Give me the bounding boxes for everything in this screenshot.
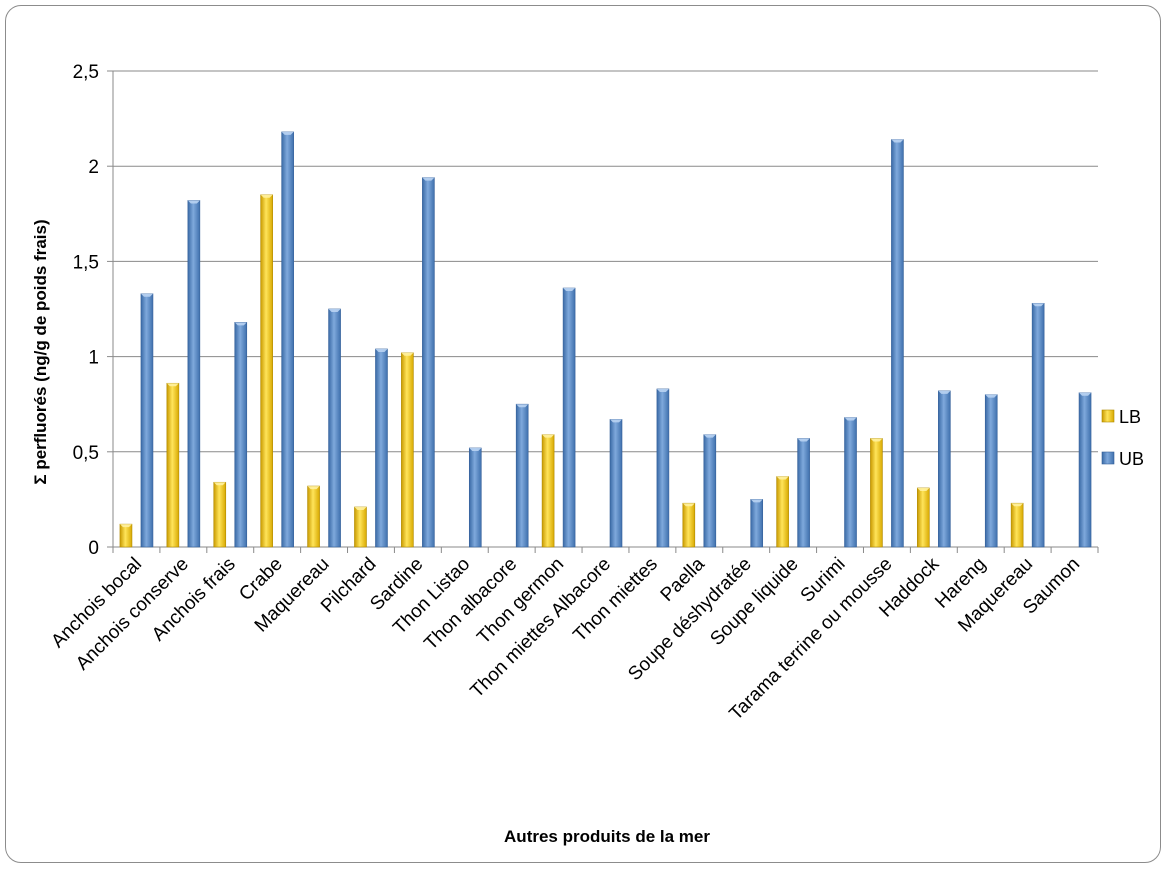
y-tick-label: 2: [88, 157, 99, 178]
bar-ub: [750, 499, 764, 548]
legend-label-lb: LB: [1119, 407, 1141, 427]
legend-swatch-lb: [1101, 409, 1115, 423]
bar-lb: [776, 476, 789, 548]
bar-cap-lb: [401, 352, 414, 356]
bar-ub: [515, 403, 529, 548]
bar-ub: [703, 434, 717, 548]
bars: [119, 131, 1092, 548]
bar-lb: [682, 502, 696, 548]
y-tick-label: 2,5: [73, 62, 99, 83]
bar-cap-ub: [328, 309, 341, 312]
bar-cap-ub: [656, 388, 669, 392]
bar-lb: [166, 382, 180, 548]
bar-cap-ub: [750, 499, 763, 503]
y-tick-label: 1,5: [73, 252, 99, 273]
bar-lb: [260, 194, 273, 548]
bar-ub: [422, 177, 435, 548]
bar-ub: [656, 388, 670, 548]
bar-cap-ub: [1032, 303, 1045, 307]
bar-ub: [281, 131, 294, 548]
bar-lb: [307, 485, 320, 548]
bar-cap-ub: [469, 447, 482, 451]
bar-cap-ub: [422, 177, 435, 181]
bar-ub: [844, 417, 857, 548]
bar-ub: [234, 322, 248, 548]
bar-cap-ub: [985, 394, 998, 398]
bar-cap-ub: [891, 139, 904, 143]
bar-ub: [609, 419, 623, 548]
gridlines: [113, 70, 1098, 453]
bar-cap-ub: [1079, 392, 1092, 396]
bar-cap-ub: [234, 322, 247, 326]
bar-cap-lb: [354, 507, 367, 511]
bar-ub: [187, 200, 201, 548]
bar-cap-ub: [610, 419, 622, 423]
bar-ub: [1031, 302, 1045, 548]
y-tick-label: 0,5: [73, 443, 99, 464]
bar-cap-lb: [870, 438, 883, 442]
bar-cap-lb: [166, 383, 179, 387]
bar-ub: [140, 293, 154, 548]
x-axis-title: Autres produits de la mer: [504, 827, 710, 846]
bar-ub: [1078, 392, 1092, 548]
bar-cap-lb: [260, 194, 273, 198]
bar-cap-ub: [938, 390, 951, 394]
bar-lb: [917, 487, 930, 548]
bar-ub: [891, 139, 904, 548]
y-tick-label: 1: [88, 348, 99, 369]
bar-ub: [468, 447, 482, 548]
axes: [107, 70, 1099, 553]
bar-cap-lb: [542, 434, 555, 438]
legend-swatch-ub: [1101, 451, 1115, 465]
bar-cap-ub: [563, 288, 576, 292]
bar-lb: [870, 438, 883, 548]
bar-cap-ub: [516, 404, 529, 408]
y-tick-label: 0: [88, 538, 99, 559]
bar-cap-lb: [917, 487, 930, 491]
bar-cap-lb: [119, 524, 132, 528]
legend: LB UB: [1101, 407, 1144, 469]
bar-cap-ub: [375, 348, 388, 352]
bar-lb: [354, 506, 367, 548]
bar-ub: [375, 348, 388, 548]
bar-ub: [984, 394, 998, 548]
bar-cap-ub: [797, 438, 810, 442]
bar-lb: [1010, 502, 1024, 548]
bar-cap-lb: [307, 486, 320, 490]
bar-cap-ub: [844, 417, 857, 421]
bar-cap-lb: [682, 503, 695, 507]
bar-cap-lb: [776, 476, 789, 480]
bar-ub: [797, 438, 810, 548]
bar-cap-ub: [187, 200, 200, 204]
bar-ub: [938, 390, 951, 548]
bar-cap-ub: [140, 293, 153, 297]
bar-lb: [401, 352, 414, 548]
bar-lb: [541, 434, 555, 548]
bar-ub: [562, 287, 576, 548]
bar-cap-lb: [1011, 503, 1024, 507]
bar-cap-lb: [213, 482, 226, 486]
bar-ub: [328, 308, 341, 548]
legend-label-ub: UB: [1119, 449, 1144, 469]
y-axis-title: Σ perfluorés (ng/g de poids frais): [31, 219, 50, 484]
bar-cap-ub: [281, 131, 294, 135]
bar-lb: [213, 481, 227, 548]
bar-lb: [119, 523, 133, 548]
y-tick-labels: 0 0,5 1 1,5 2 2,5: [73, 62, 99, 559]
bar-cap-ub: [703, 434, 716, 438]
